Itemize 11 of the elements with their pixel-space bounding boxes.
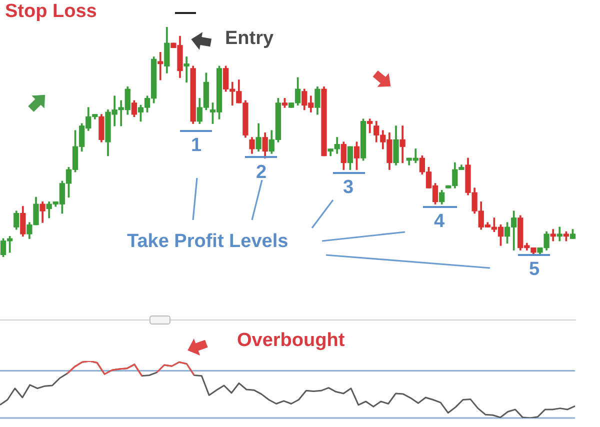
text: 5 bbox=[529, 259, 540, 281]
text: Stop Loss bbox=[5, 1, 97, 23]
annotation: 4 bbox=[434, 211, 445, 233]
text: Overbought bbox=[237, 330, 345, 352]
candlestick bbox=[184, 56, 190, 83]
candlestick bbox=[158, 52, 164, 80]
annotation: Take Profit Levels bbox=[127, 231, 288, 253]
annotation: Entry bbox=[225, 28, 274, 50]
annotation: 1 bbox=[191, 135, 202, 157]
annotation: 2 bbox=[256, 162, 267, 184]
annotation: 3 bbox=[343, 177, 354, 199]
